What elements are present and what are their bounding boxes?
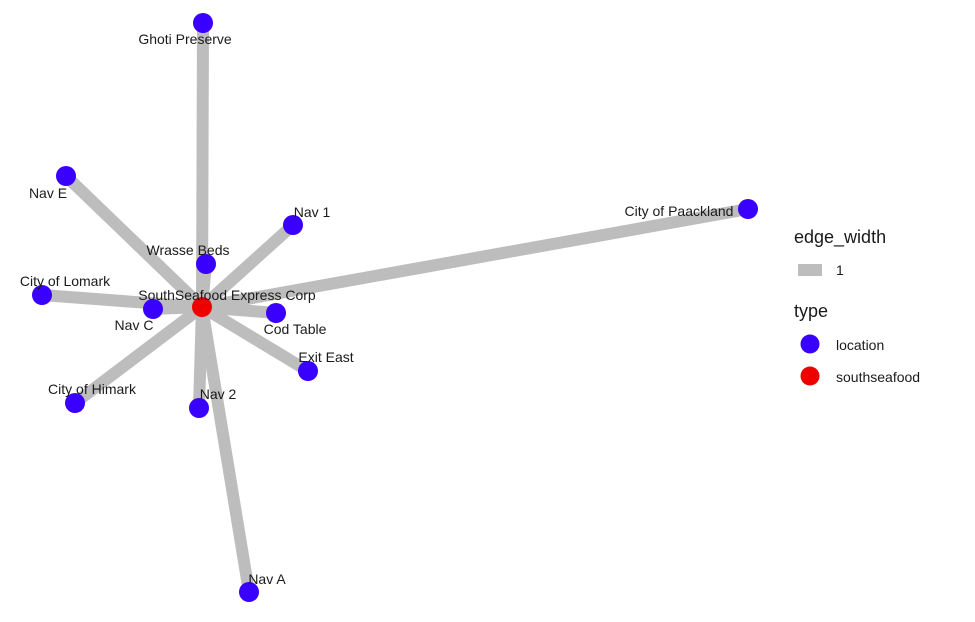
edge-nav-a [196,306,255,593]
node-nav-c [143,299,163,319]
node-label-cod-table: Cod Table [264,321,327,337]
node-exit-east [298,361,318,381]
node-label-nav-a: Nav A [248,571,286,587]
edge-exit-east [198,301,312,377]
node-southseafood-express-corp [192,297,212,317]
node-label-nav-2: Nav 2 [200,386,237,402]
node-label-southseafood-express-corp: SouthSeafood Express Corp [138,287,316,303]
node-nav-e [56,166,76,186]
legend-edge-swatch [798,264,822,276]
legend: edge_width 1 type location southseafood [794,227,920,386]
edge-nav-e [61,171,207,312]
edge-nav-1 [197,220,298,312]
node-nav-a [239,582,259,602]
node-city-of-himark [65,393,85,413]
node-label-exit-east: Exit East [298,349,353,365]
node-nav-1 [283,215,303,235]
node-label-wrasse-beds: Wrasse Beds [147,242,230,258]
edge-city-of-himark [71,302,206,408]
legend-edge-width-title: edge_width [794,227,886,248]
legend-southseafood-label: southseafood [836,369,920,385]
edge-city-of-paackland [200,203,750,313]
legend-location-label: location [836,337,884,353]
node-city-of-paackland [738,199,758,219]
legend-edge-width-value: 1 [836,262,844,278]
node-city-of-lomark [32,285,52,305]
node-label-city-of-himark: City of Himark [48,381,137,397]
nodes-layer [32,13,758,602]
node-wrasse-beds [196,254,216,274]
node-label-nav-1: Nav 1 [294,204,331,220]
edges-layer [41,22,750,593]
node-label-city-of-paackland: City of Paackland [625,203,734,219]
node-nav-2 [189,398,209,418]
node-label-nav-c: Nav C [115,317,154,333]
node-label-city-of-lomark: City of Lomark [20,273,111,289]
legend-location-swatch [800,334,820,354]
legend-type-title: type [794,301,828,321]
legend-southseafood-swatch [800,366,820,386]
node-cod-table [266,303,286,323]
node-label-nav-e: Nav E [29,185,67,201]
node-label-ghoti-preserve: Ghoti Preserve [138,31,232,47]
labels-layer: SouthSeafood Express Corp Ghoti Preserve N… [20,31,734,587]
node-ghoti-preserve [193,13,213,33]
